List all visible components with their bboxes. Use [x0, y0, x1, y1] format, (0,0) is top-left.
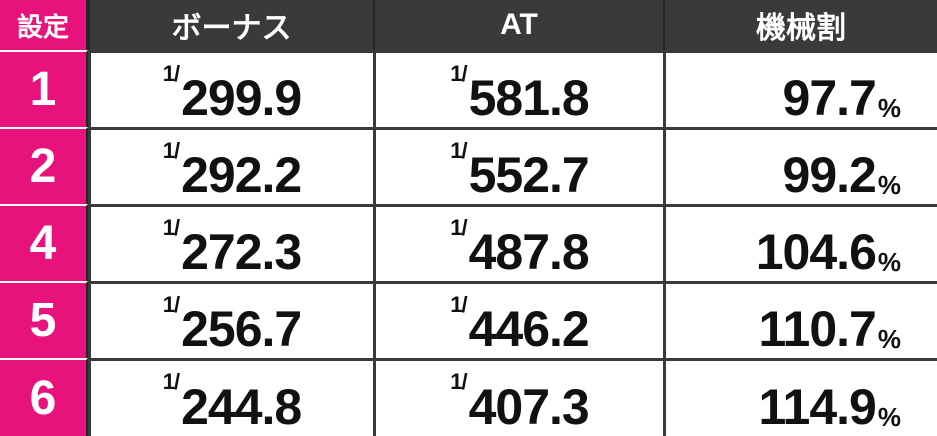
- percent-sign: %: [877, 247, 901, 277]
- payout-cell: 114.9 %: [663, 358, 937, 436]
- percent-sign: %: [877, 402, 901, 432]
- payout-value: 110.7: [758, 301, 877, 357]
- header-setting: 設定: [0, 0, 88, 50]
- fraction-prefix: 1/: [162, 61, 180, 86]
- at-value: 487.8: [468, 224, 590, 280]
- bonus-cell: 1/ 244.8: [88, 358, 373, 436]
- bonus-value: 244.8: [181, 379, 302, 435]
- percent-sign: %: [877, 170, 901, 200]
- at-cell: 1/ 552.7: [373, 127, 663, 204]
- bonus-cell: 1/ 292.2: [88, 127, 373, 204]
- bonus-value: 299.9: [181, 70, 302, 126]
- setting-cell: 2: [0, 127, 88, 204]
- fraction-prefix: 1/: [162, 138, 180, 163]
- payout-cell: 104.6 %: [663, 204, 937, 281]
- payout-cell: 97.7 %: [663, 50, 937, 127]
- payout-value: 104.6: [755, 224, 877, 280]
- fraction-prefix: 1/: [162, 369, 180, 394]
- header-bonus: ボーナス: [88, 0, 373, 50]
- setting-cell: 5: [0, 281, 88, 358]
- at-value: 552.7: [468, 147, 590, 203]
- header-payout: 機械割: [663, 0, 937, 50]
- at-value: 581.8: [468, 70, 590, 126]
- at-cell: 1/ 407.3: [373, 358, 663, 436]
- bonus-cell: 1/ 256.7: [88, 281, 373, 358]
- percent-sign: %: [877, 93, 901, 123]
- setting-cell: 6: [0, 358, 88, 436]
- payout-value: 114.9: [758, 379, 877, 435]
- payout-cell: 99.2 %: [663, 127, 937, 204]
- header-at: AT: [373, 0, 663, 50]
- fraction-prefix: 1/: [450, 292, 467, 317]
- setting-cell: 4: [0, 204, 88, 281]
- payout-cell: 110.7 %: [663, 281, 937, 358]
- payout-value: 99.2: [782, 147, 877, 203]
- bonus-cell: 1/ 272.3: [88, 204, 373, 281]
- fraction-prefix: 1/: [450, 369, 467, 394]
- percent-sign: %: [877, 324, 901, 354]
- bonus-cell: 1/ 299.9: [88, 50, 373, 127]
- bonus-value: 292.2: [181, 147, 302, 203]
- at-cell: 1/ 581.8: [373, 50, 663, 127]
- at-value: 407.3: [468, 379, 590, 435]
- bonus-value: 272.3: [181, 224, 302, 280]
- payout-value: 97.7: [782, 70, 877, 126]
- setting-cell: 1: [0, 50, 88, 127]
- at-cell: 1/ 487.8: [373, 204, 663, 281]
- bonus-value: 256.7: [181, 301, 302, 357]
- at-cell: 1/ 446.2: [373, 281, 663, 358]
- at-value: 446.2: [468, 301, 590, 357]
- fraction-prefix: 1/: [450, 138, 467, 163]
- fraction-prefix: 1/: [450, 61, 467, 86]
- fraction-prefix: 1/: [450, 215, 467, 240]
- fraction-prefix: 1/: [162, 215, 180, 240]
- fraction-prefix: 1/: [162, 292, 180, 317]
